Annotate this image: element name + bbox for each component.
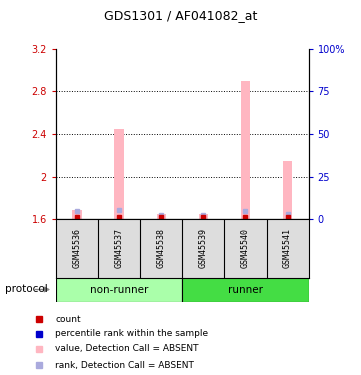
Bar	[182, 278, 309, 302]
Text: GSM45539: GSM45539	[199, 228, 208, 268]
Bar	[56, 278, 182, 302]
Text: rank, Detection Call = ABSENT: rank, Detection Call = ABSENT	[55, 361, 194, 370]
Bar	[114, 129, 124, 219]
Bar	[72, 210, 82, 219]
Bar	[199, 214, 208, 219]
Text: GDS1301 / AF041082_at: GDS1301 / AF041082_at	[104, 9, 257, 22]
Bar	[157, 214, 166, 219]
Text: GSM45540: GSM45540	[241, 228, 250, 268]
Text: non-runner: non-runner	[90, 285, 148, 295]
Text: runner: runner	[228, 285, 263, 295]
Bar	[283, 161, 292, 219]
Text: GSM45537: GSM45537	[115, 228, 123, 268]
Text: GSM45541: GSM45541	[283, 228, 292, 268]
Text: protocol: protocol	[5, 285, 48, 294]
Text: GSM45538: GSM45538	[157, 228, 166, 268]
Bar	[241, 81, 250, 219]
Text: percentile rank within the sample: percentile rank within the sample	[55, 329, 208, 338]
Text: GSM45536: GSM45536	[73, 228, 82, 268]
Text: value, Detection Call = ABSENT: value, Detection Call = ABSENT	[55, 344, 199, 353]
Text: count: count	[55, 315, 81, 324]
